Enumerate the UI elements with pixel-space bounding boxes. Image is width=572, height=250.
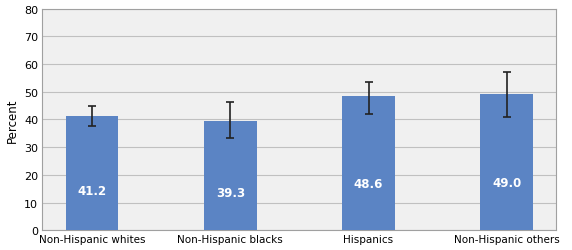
Text: 49.0: 49.0 xyxy=(492,176,521,190)
Bar xyxy=(480,95,533,230)
Text: 39.3: 39.3 xyxy=(216,186,245,199)
Y-axis label: Percent: Percent xyxy=(6,98,18,142)
Bar xyxy=(342,96,395,230)
Text: 48.6: 48.6 xyxy=(354,177,383,190)
Bar xyxy=(66,116,118,230)
Bar xyxy=(204,122,256,230)
Text: 41.2: 41.2 xyxy=(77,184,106,197)
